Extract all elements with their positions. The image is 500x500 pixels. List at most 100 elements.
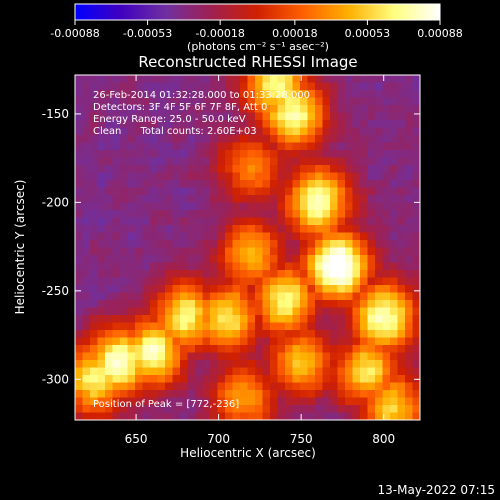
heatmap-cell xyxy=(367,105,376,114)
heatmap-cell xyxy=(412,285,420,294)
heatmap-cell xyxy=(187,195,196,204)
heatmap-cell xyxy=(270,165,279,174)
heatmap-cell xyxy=(225,82,234,91)
heatmap-cell xyxy=(382,375,391,384)
heatmap-cell xyxy=(120,105,129,114)
heatmap-cell xyxy=(322,337,331,346)
heatmap-cell xyxy=(322,382,331,391)
heatmap-cell xyxy=(405,337,414,346)
heatmap-cell xyxy=(195,375,204,384)
heatmap-cell xyxy=(270,82,279,91)
heatmap-cell xyxy=(330,382,339,391)
heatmap-cell xyxy=(375,240,384,249)
heatmap-cell xyxy=(157,382,166,391)
heatmap-cell xyxy=(195,195,204,204)
heatmap-cell xyxy=(262,412,271,420)
heatmap-cell xyxy=(255,352,264,361)
heatmap-cell xyxy=(172,172,181,181)
heatmap-cell xyxy=(225,247,234,256)
heatmap-cell xyxy=(172,367,181,376)
heatmap-cell xyxy=(75,112,84,121)
heatmap-cell xyxy=(352,240,361,249)
heatmap-cell xyxy=(202,360,211,369)
heatmap-cell xyxy=(127,180,136,189)
heatmap-cell xyxy=(240,120,249,129)
heatmap-cell xyxy=(120,292,129,301)
heatmap-cell xyxy=(180,345,189,354)
heatmap-cell xyxy=(165,90,174,99)
heatmap-cell xyxy=(375,262,384,271)
heatmap-cell xyxy=(90,360,99,369)
heatmap-cell xyxy=(232,247,241,256)
heatmap-cell xyxy=(375,165,384,174)
heatmap-cell xyxy=(225,352,234,361)
heatmap-cell xyxy=(105,142,114,151)
heatmap-cell xyxy=(307,390,316,399)
heatmap-cell xyxy=(97,127,106,136)
heatmap-cell xyxy=(307,172,316,181)
heatmap-cell xyxy=(82,330,91,339)
heatmap-cell xyxy=(75,315,84,324)
heatmap-cell xyxy=(150,405,159,414)
heatmap-cell xyxy=(105,127,114,136)
heatmap-cell xyxy=(142,247,151,256)
heatmap-cell xyxy=(247,135,256,144)
heatmap-cell xyxy=(277,210,286,219)
heatmap-cell xyxy=(285,127,294,136)
heatmap-cell xyxy=(127,255,136,264)
heatmap-cell xyxy=(180,225,189,234)
heatmap-cell xyxy=(75,105,84,114)
heatmap-cell xyxy=(202,112,211,121)
heatmap-cell xyxy=(352,135,361,144)
heatmap-cell xyxy=(97,292,106,301)
heatmap-cell xyxy=(270,90,279,99)
heatmap-cell xyxy=(330,405,339,414)
heatmap-cell xyxy=(330,75,339,84)
heatmap-cell xyxy=(195,330,204,339)
heatmap-cell xyxy=(330,180,339,189)
heatmap-cell xyxy=(315,367,324,376)
colorbar-tick-label: -0.00088 xyxy=(50,27,99,40)
heatmap-cell xyxy=(202,292,211,301)
heatmap-cell xyxy=(142,412,151,420)
heatmap-cell xyxy=(142,127,151,136)
heatmap-cell xyxy=(390,255,399,264)
heatmap-cell xyxy=(180,165,189,174)
heatmap-cell xyxy=(337,330,346,339)
heatmap-cell xyxy=(225,322,234,331)
heatmap-cell xyxy=(315,172,324,181)
heatmap-cell xyxy=(345,337,354,346)
heatmap-cell xyxy=(307,150,316,159)
heatmap-cell xyxy=(307,330,316,339)
heatmap-cell xyxy=(337,82,346,91)
heatmap-cell xyxy=(120,142,129,151)
heatmap-cell xyxy=(172,217,181,226)
heatmap-cell xyxy=(367,82,376,91)
heatmap-cell xyxy=(90,127,99,136)
heatmap-cell xyxy=(202,367,211,376)
heatmap-cell xyxy=(352,232,361,241)
heatmap-cell xyxy=(232,397,241,406)
heatmap-cell xyxy=(285,315,294,324)
heatmap-cell xyxy=(225,172,234,181)
heatmap-cell xyxy=(232,135,241,144)
heatmap-cell xyxy=(90,187,99,196)
heatmap-cell xyxy=(82,112,91,121)
heatmap-cell xyxy=(90,232,99,241)
heatmap-cell xyxy=(150,307,159,316)
heatmap-cell xyxy=(345,120,354,129)
heatmap-cell xyxy=(360,367,369,376)
heatmap-cell xyxy=(195,150,204,159)
heatmap-cell xyxy=(262,180,271,189)
heatmap-cell xyxy=(315,97,324,106)
heatmap-cell xyxy=(390,97,399,106)
heatmap-cell xyxy=(225,292,234,301)
heatmap-cell xyxy=(337,270,346,279)
heatmap-cell xyxy=(90,135,99,144)
heatmap-cell xyxy=(300,382,309,391)
heatmap-cell xyxy=(382,292,391,301)
heatmap-cell xyxy=(172,360,181,369)
heatmap-cell xyxy=(75,405,84,414)
heatmap-cell xyxy=(300,307,309,316)
heatmap-cell xyxy=(270,97,279,106)
